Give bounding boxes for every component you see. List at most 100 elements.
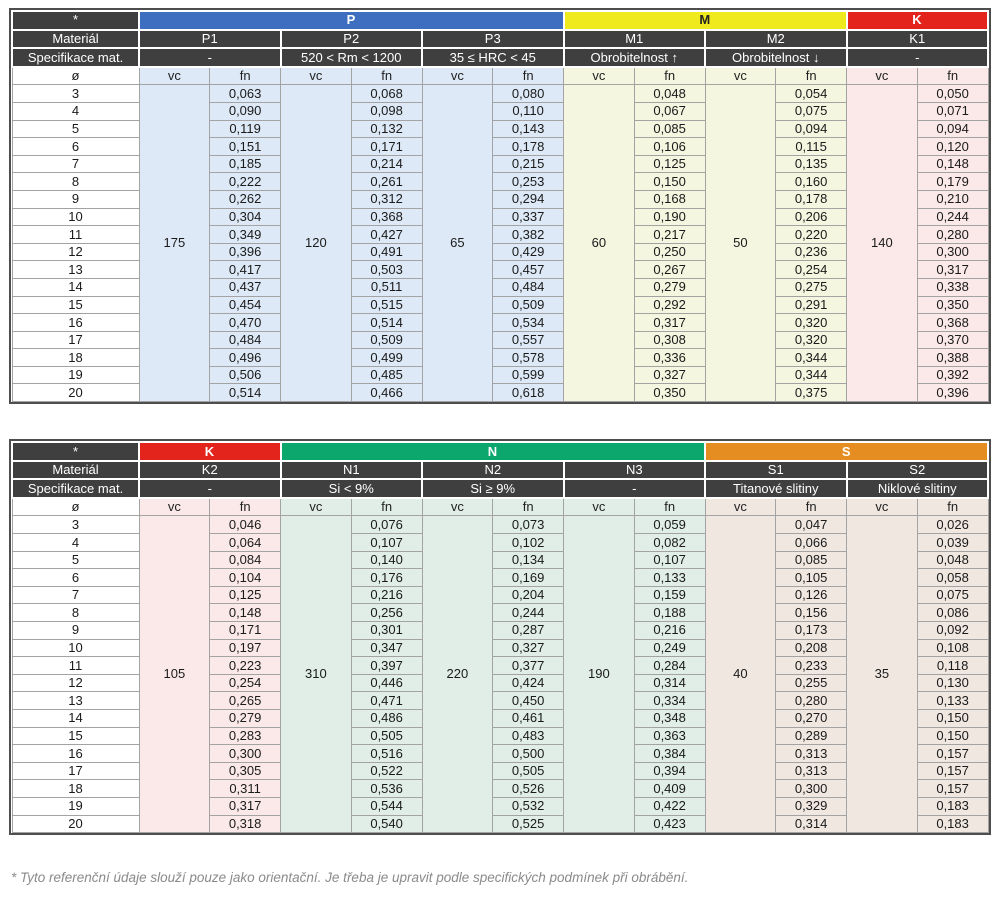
- fn-value-k2: 0,317: [209, 796, 281, 816]
- fn-value-p3: 0,534: [492, 313, 564, 332]
- data-row-d6: 6 0,104 0,176 0,169 0,133 0,105 0,058: [11, 568, 989, 587]
- vc-value-m2: 50: [704, 84, 777, 403]
- fn-value-m2: 0,254: [775, 260, 847, 279]
- fn-value-n3: 0,249: [633, 638, 706, 658]
- fn-value-s1: 0,105: [775, 568, 847, 587]
- material-header-m2: M2: [704, 28, 848, 50]
- material-header-n3: N3: [562, 459, 706, 481]
- fn-value-p3: 0,429: [492, 242, 564, 262]
- fn-value-p1: 0,454: [209, 295, 281, 315]
- fn-value-s1: 0,066: [775, 533, 847, 552]
- diameter-cell: 4: [11, 101, 140, 121]
- vc-header-n3: vc: [563, 497, 635, 517]
- fn-value-n1: 0,107: [350, 533, 423, 552]
- fn-value-m2: 0,344: [775, 365, 847, 385]
- fn-value-s2: 0,133: [916, 691, 989, 710]
- diameter-cell: 11: [11, 656, 140, 675]
- fn-value-k1: 0,370: [916, 330, 989, 350]
- group-band-s: S: [704, 441, 989, 462]
- fn-value-p1: 0,506: [209, 365, 281, 385]
- fn-value-m1: 0,308: [633, 330, 706, 350]
- fn-value-k1: 0,148: [916, 154, 989, 174]
- vc-header-m1: vc: [563, 66, 635, 86]
- fn-value-m1: 0,217: [633, 225, 706, 244]
- fn-value-s2: 0,157: [916, 744, 989, 763]
- fn-value-k1: 0,280: [916, 225, 989, 244]
- fn-value-k1: 0,210: [916, 189, 989, 209]
- vc-header-n1: vc: [280, 497, 352, 517]
- diameter-cell: 7: [11, 585, 140, 605]
- diameter-cell: 12: [11, 673, 140, 693]
- fn-value-k2: 0,223: [209, 656, 281, 675]
- fn-value-n1: 0,140: [350, 550, 423, 570]
- diameter-cell: 10: [11, 207, 140, 227]
- fn-value-p2: 0,491: [350, 242, 423, 262]
- spec-header-m1: Obrobitelnost ↑: [562, 47, 706, 68]
- fn-value-n2: 0,532: [492, 796, 564, 816]
- fn-value-n2: 0,287: [492, 621, 564, 640]
- fn-value-m2: 0,320: [775, 330, 847, 350]
- fn-value-p2: 0,499: [350, 348, 423, 367]
- material-row-label: Materiál: [11, 459, 140, 481]
- vc-fn-header-row: ø vc fn vc fn vc fn vc fn vc fn vc fn: [11, 497, 989, 517]
- data-row-d13: 13 0,265 0,471 0,450 0,334 0,280 0,133: [11, 691, 989, 710]
- fn-value-p2: 0,098: [350, 101, 423, 121]
- fn-value-n2: 0,327: [492, 638, 564, 658]
- fn-value-s1: 0,047: [775, 515, 847, 535]
- fn-value-p3: 0,110: [492, 101, 564, 121]
- fn-value-k1: 0,350: [916, 295, 989, 315]
- fn-value-s2: 0,150: [916, 708, 989, 728]
- fn-value-n1: 0,301: [350, 621, 423, 640]
- fn-value-m1: 0,279: [633, 277, 706, 297]
- fn-value-p3: 0,080: [492, 84, 564, 103]
- vc-header-p3: vc: [421, 66, 494, 86]
- fn-value-p2: 0,261: [350, 172, 423, 191]
- data-row-d14: 14 0,279 0,486 0,461 0,348 0,270 0,150: [11, 708, 989, 728]
- fn-value-m1: 0,292: [633, 295, 706, 315]
- fn-value-n3: 0,059: [633, 515, 706, 535]
- fn-value-p2: 0,068: [350, 84, 423, 103]
- fn-value-p1: 0,063: [209, 84, 281, 103]
- fn-value-p1: 0,222: [209, 172, 281, 191]
- diameter-cell: 5: [11, 119, 140, 139]
- fn-value-k1: 0,388: [916, 348, 989, 367]
- fn-value-p1: 0,262: [209, 189, 281, 209]
- fn-value-p3: 0,215: [492, 154, 564, 174]
- spec-header-n3: -: [562, 478, 706, 499]
- fn-value-p3: 0,337: [492, 207, 564, 227]
- fn-header-s1: fn: [775, 497, 847, 517]
- fn-value-m1: 0,190: [633, 207, 706, 227]
- data-row-d16: 16 0,300 0,516 0,500 0,384 0,313 0,157: [11, 744, 989, 763]
- fn-value-n2: 0,500: [492, 744, 564, 763]
- asterisk-cell: *: [11, 441, 140, 462]
- fn-value-p3: 0,618: [492, 383, 564, 403]
- material-header-n2: N2: [421, 459, 565, 481]
- fn-value-s2: 0,183: [916, 796, 989, 816]
- fn-value-k2: 0,283: [209, 726, 281, 746]
- fn-value-k2: 0,254: [209, 673, 281, 693]
- group-band-n: N: [279, 441, 706, 462]
- spec-header-p3: 35 ≤ HRC < 45: [421, 47, 565, 68]
- fn-value-n3: 0,363: [633, 726, 706, 746]
- fn-value-n1: 0,540: [350, 814, 423, 834]
- fn-header-s2: fn: [916, 497, 989, 517]
- cutting-data-table-2-frame: * K N S Materiál K2 N1 N2 N3 S1 S2 Specifikace mat.…: [9, 439, 991, 836]
- diameter-cell: 13: [11, 260, 140, 279]
- fn-value-n1: 0,076: [350, 515, 423, 535]
- fn-value-m1: 0,336: [633, 348, 706, 367]
- fn-value-m2: 0,135: [775, 154, 847, 174]
- fn-value-n2: 0,424: [492, 673, 564, 693]
- fn-value-n3: 0,314: [633, 673, 706, 693]
- spec-header-p2: 520 < Rm < 1200: [279, 47, 423, 68]
- fn-value-k1: 0,050: [916, 84, 989, 103]
- fn-value-p1: 0,496: [209, 348, 281, 367]
- diameter-cell: 10: [11, 638, 140, 658]
- fn-value-p2: 0,427: [350, 225, 423, 244]
- fn-value-s1: 0,173: [775, 621, 847, 640]
- fn-value-n2: 0,450: [492, 691, 564, 710]
- fn-value-s2: 0,108: [916, 638, 989, 658]
- fn-value-k2: 0,300: [209, 744, 281, 763]
- fn-value-p3: 0,578: [492, 348, 564, 367]
- spec-header-k2: -: [138, 478, 282, 499]
- fn-value-k1: 0,179: [916, 172, 989, 191]
